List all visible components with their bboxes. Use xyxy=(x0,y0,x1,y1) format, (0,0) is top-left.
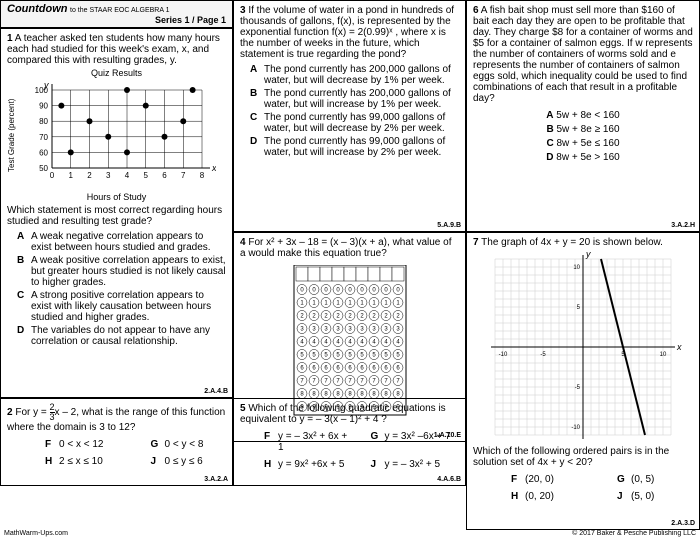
q6-num: 6 xyxy=(473,5,479,16)
q2-choice-G: G 0 < y < 8 xyxy=(151,439,227,450)
q1-std: 2.A.4.B xyxy=(204,388,228,395)
q1-choice-A: AA weak negative correlation appears to … xyxy=(17,231,226,253)
q5-text: Which of the following quadratic equatio… xyxy=(240,403,446,425)
svg-text:100: 100 xyxy=(35,86,49,95)
question-2: 2 For y = 23x – 2, what is the range of … xyxy=(0,398,233,486)
svg-text:90: 90 xyxy=(39,102,48,111)
q6-choice-A: A 5w + 8e < 160 xyxy=(473,110,693,121)
q1-choice-D: DThe variables do not appear to have any… xyxy=(17,325,226,347)
svg-text:0: 0 xyxy=(50,171,55,180)
q3-choice-A: AThe pond currently has 200,000 gallons … xyxy=(250,64,459,86)
q5-choice-H: H y = 9x² +6x + 5 xyxy=(264,459,353,470)
brand: Countdown xyxy=(7,3,67,15)
question-6: 6 A fish bait shop must sell more than $… xyxy=(466,0,700,232)
q7-num: 7 xyxy=(473,237,479,248)
svg-text:5: 5 xyxy=(577,305,581,311)
footer-left: MathWarm-Ups.com xyxy=(4,530,68,537)
q1-num: 1 xyxy=(7,33,13,44)
q4-num: 4 xyxy=(240,237,246,248)
svg-text:x: x xyxy=(211,163,216,173)
svg-text:10: 10 xyxy=(660,352,667,358)
footer-right: © 2017 Baker & Pesche Publishing LLC xyxy=(572,530,696,537)
q7-choice-F: F (20, 0) xyxy=(511,474,587,485)
svg-text:-10: -10 xyxy=(499,352,508,358)
q7-std: 2.A.3.D xyxy=(671,520,695,527)
q5-choice-F: F y = – 3x² + 6x + 1 xyxy=(264,431,353,453)
question-1: 1 A teacher asked ten students how many … xyxy=(0,28,233,398)
svg-text:y: y xyxy=(585,252,591,259)
q2-choice-F: F 0 < x < 12 xyxy=(45,439,121,450)
q5-num: 5 xyxy=(240,403,246,414)
q7-choice-J: J (5, 0) xyxy=(617,491,693,502)
q7-choice-H: H (0, 20) xyxy=(511,491,587,502)
q7-text: The graph of 4x + y = 20 is shown below. xyxy=(481,237,663,248)
q2-pre: For y = xyxy=(15,407,49,418)
question-7: 7 The graph of 4x + y = 20 is shown belo… xyxy=(466,232,700,530)
q1-scatter-chart: y0123456781009080706050x xyxy=(16,80,216,190)
q3-text: If the volume of water in a pond in hund… xyxy=(240,5,454,60)
svg-text:50: 50 xyxy=(39,164,48,173)
q3-choice-C: CThe pond currently has 99,000 gallons o… xyxy=(250,112,459,134)
question-3: 3 If the volume of water in a pond in hu… xyxy=(233,0,466,232)
q5-choice-J: J y = – 3x² + 5 xyxy=(371,459,460,470)
series-label: Series 1 / Page 1 xyxy=(155,15,226,25)
svg-text:70: 70 xyxy=(39,133,48,142)
svg-text:1: 1 xyxy=(69,171,74,180)
svg-text:-5: -5 xyxy=(575,385,581,391)
svg-text:10: 10 xyxy=(573,265,580,271)
q3-choice-D: DThe pond currently has 99,000 gallons o… xyxy=(250,136,459,158)
q2-num: 2 xyxy=(7,407,13,418)
page-header: Countdown to the STAAR EOC ALGEBRA 1 Ser… xyxy=(0,0,233,28)
q2-std: 3.A.2.A xyxy=(204,476,228,483)
svg-text:5: 5 xyxy=(144,171,149,180)
q6-choice-C: C 8w + 5e ≤ 160 xyxy=(473,138,693,149)
q7-choice-G: G (0, 5) xyxy=(617,474,693,485)
q7-graph: -10-10-5-5551010xy xyxy=(483,252,683,442)
q5-choice-G: G y = 3x² –6x + 7 xyxy=(371,431,460,453)
q2-choice-J: J 0 ≤ y ≤ 6 xyxy=(151,456,227,467)
question-5: 5 Which of the following quadratic equat… xyxy=(233,398,466,486)
svg-text:7: 7 xyxy=(181,171,186,180)
q6-std: 3.A.2.H xyxy=(671,222,695,229)
q3-std: 5.A.9.B xyxy=(437,222,461,229)
q5-std: 4.A.6.B xyxy=(437,476,461,483)
q4-text: For x² + 3x – 18 = (x – 3)(x + a), what … xyxy=(240,237,452,259)
q1-text: A teacher asked ten students how many ho… xyxy=(7,33,220,66)
q6-text: A fish bait shop must sell more than $16… xyxy=(473,5,693,104)
q1-choice-C: CA strong positive correlation appears t… xyxy=(17,290,226,323)
q7-followup: Which of the following ordered pairs is … xyxy=(473,446,693,468)
svg-text:4: 4 xyxy=(125,171,130,180)
q6-choice-D: D 8w + 5e > 160 xyxy=(473,152,693,163)
svg-text:8: 8 xyxy=(200,171,205,180)
q1-xlabel: Hours of Study xyxy=(7,192,226,202)
q6-choice-B: B 5w + 8e ≥ 160 xyxy=(473,124,693,135)
q2-choice-H: H 2 ≤ x ≤ 10 xyxy=(45,456,121,467)
svg-text:-5: -5 xyxy=(540,352,546,358)
svg-text:60: 60 xyxy=(39,148,48,157)
q1-ylabel: Test Grade (percent) xyxy=(7,80,16,190)
q1-choice-B: BA weak positive correlation appears to … xyxy=(17,255,226,288)
q3-choice-B: BThe pond currently has 200,000 gallons … xyxy=(250,88,459,110)
svg-text:6: 6 xyxy=(162,171,167,180)
svg-text:3: 3 xyxy=(106,171,111,180)
q3-num: 3 xyxy=(240,5,246,16)
svg-text:x: x xyxy=(676,342,682,352)
q1-chart-title: Quiz Results xyxy=(7,68,226,78)
svg-text:-10: -10 xyxy=(571,425,580,431)
svg-text:2: 2 xyxy=(87,171,92,180)
svg-text:80: 80 xyxy=(39,117,48,126)
brand-sub: to the STAAR EOC ALGEBRA 1 xyxy=(70,7,169,14)
q1-followup: Which statement is most correct regardin… xyxy=(7,205,226,227)
